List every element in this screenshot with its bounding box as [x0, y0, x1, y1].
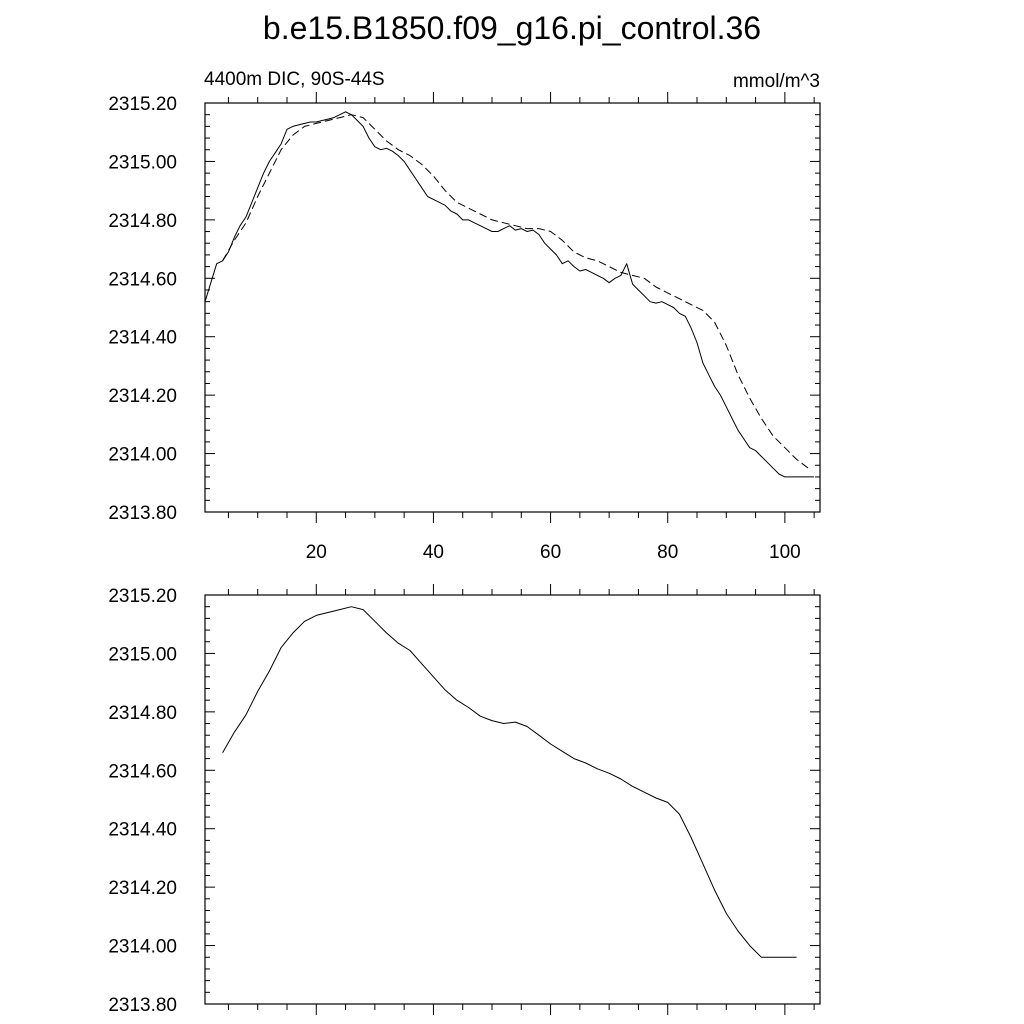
top-x-tick-label: 100 [769, 542, 801, 563]
top-x-tick-label: 80 [657, 542, 678, 563]
top-y-tick-label: 2314.60 [108, 269, 177, 290]
bottom-y-tick-label: 2314.60 [108, 761, 177, 782]
top-y-tick-label: 2313.80 [108, 503, 177, 524]
bottom-y-tick-label: 2315.20 [108, 586, 177, 607]
bottom-y-tick-label: 2313.80 [108, 995, 177, 1016]
bottom-plot-frame [204, 594, 821, 1005]
chart-title: b.e15.B1850.f09_g16.pi_control.36 [263, 10, 761, 46]
top-panel-subtitle-right: mmol/m^3 [733, 71, 820, 92]
bottom-y-tick-label: 2314.20 [108, 878, 177, 899]
top-y-tick-label: 2314.00 [108, 445, 177, 466]
top-series-solid-line [204, 111, 815, 478]
bottom-series-solid-line [222, 606, 797, 958]
top-y-tick-label: 2314.80 [108, 211, 177, 232]
top-x-tick-label: 40 [423, 542, 444, 563]
top-plot-frame [204, 102, 821, 513]
top-y-tick-label: 2315.20 [108, 94, 177, 115]
top-x-tick-label: 60 [540, 542, 561, 563]
bottom-y-tick-label: 2315.00 [108, 644, 177, 665]
top-x-tick-label: 20 [306, 542, 327, 563]
bottom-panel: 2313.80 2314.00 2314.20 2314.40 2314.60 2314.… [108, 584, 821, 1016]
top-y-tick-label: 2315.00 [108, 152, 177, 173]
top-y-tick-label: 2314.40 [108, 328, 177, 349]
bottom-y-tick-label: 2314.80 [108, 703, 177, 724]
bottom-y-tick-label: 2314.40 [108, 820, 177, 841]
top-panel: 2313.80 2314.00 2314.20 2314.40 2314.60 2314.… [108, 92, 821, 563]
top-y-tick-label: 2314.20 [108, 386, 177, 407]
bottom-y-tick-label: 2314.00 [108, 937, 177, 958]
top-series-dashed-line [222, 114, 809, 469]
top-panel-subtitle-left: 4400m DIC, 90S-44S [204, 69, 385, 90]
